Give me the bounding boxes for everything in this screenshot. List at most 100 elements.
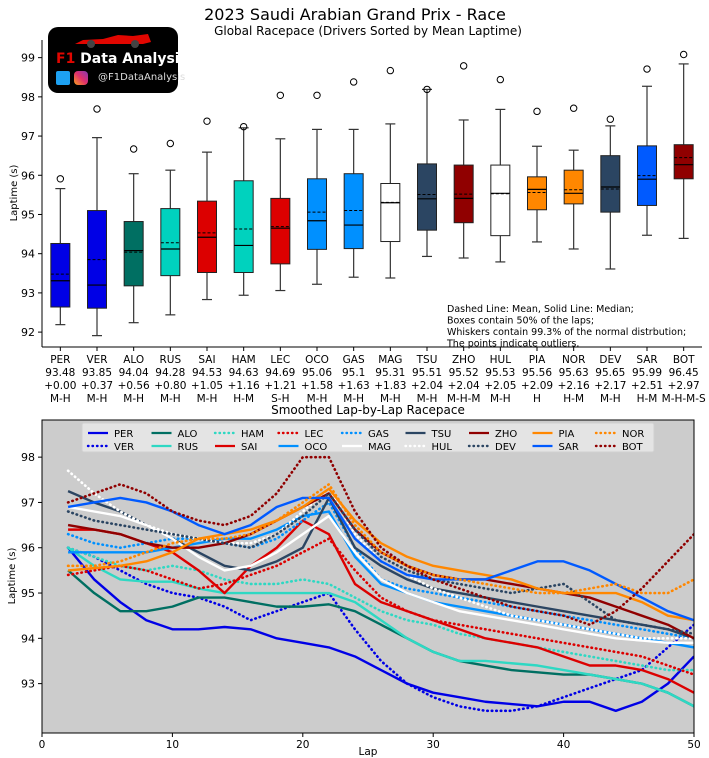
- x-tick-label-delta: +1.16: [228, 380, 260, 392]
- box-iqr: [307, 178, 327, 250]
- x-tick-label-driver: ZHO: [452, 354, 475, 366]
- legend-label-OCO: OCO: [305, 442, 328, 453]
- x-tick-label-driver: HUL: [490, 354, 512, 366]
- y-tick-label: 98: [21, 451, 35, 464]
- x-tick-label-mean: 94.04: [119, 367, 149, 379]
- x-tick-label-delta: +2.16: [558, 380, 590, 392]
- legend-label-ZHO: ZHO: [495, 429, 517, 440]
- x-tick-label-compounds: M-H: [197, 393, 218, 405]
- outlier-point: [533, 107, 541, 116]
- x-tick-label-delta: +0.00: [44, 380, 76, 392]
- y-tick-label: 99: [21, 52, 35, 65]
- x-tick-label-delta: +0.37: [81, 380, 113, 392]
- x-tick-label-driver: HAM: [232, 354, 256, 366]
- outlier-point: [129, 145, 138, 153]
- box-iqr: [270, 197, 291, 265]
- x-tick-label-compounds: M-H: [343, 393, 364, 405]
- y-tick-label: 93: [21, 287, 35, 300]
- legend-label-TSU: TSU: [431, 429, 452, 440]
- x-tick-label-delta: +2.04: [411, 380, 443, 392]
- outlier-point: [423, 85, 431, 94]
- x-tick-label-compounds: H-M: [563, 393, 584, 405]
- x-tick-label-driver: OCO: [305, 354, 329, 366]
- x-tick-label-compounds: M-H-M: [447, 393, 481, 405]
- outlier-point: [93, 105, 101, 113]
- x-tick-label-mean: 94.63: [229, 367, 259, 379]
- annotation-text: Boxes contain 50% of the laps;: [447, 316, 594, 327]
- series-line-DEV: [66, 492, 694, 636]
- series-line-PER: [67, 546, 694, 713]
- outlier-point: [386, 66, 395, 75]
- twitter-icon: [56, 71, 70, 85]
- legend-label-RUS: RUS: [178, 442, 199, 453]
- x-tick-label-compounds: M-H: [380, 393, 401, 405]
- x-tick-label-mean: 93.85: [82, 367, 112, 379]
- outlier-point: [239, 122, 248, 131]
- box-iqr: [417, 163, 437, 231]
- x-tick-label-delta: +2.97: [668, 380, 700, 392]
- line-chart-title: Smoothed Lap-by-Lap Racepace: [271, 403, 465, 417]
- outlier-point: [203, 117, 211, 125]
- x-tick-label-delta: +2.51: [631, 380, 663, 392]
- x-tick-label-compounds: H-M: [637, 393, 658, 405]
- x-tick-label-mean: 95.56: [522, 367, 552, 379]
- legend-label-HAM: HAM: [241, 429, 264, 440]
- legend-label-HUL: HUL: [432, 442, 453, 453]
- x-tick-label-delta: +2.05: [484, 380, 516, 392]
- series-line-LEC: [66, 537, 694, 676]
- x-tick-label-compounds: S-H: [271, 393, 289, 405]
- legend-label-SAR: SAR: [559, 442, 579, 453]
- x-tick-label-compounds: H: [533, 393, 541, 405]
- x-tick-label-mean: 96.45: [669, 367, 699, 379]
- x-tick-label-mean: 95.51: [412, 367, 442, 379]
- x-tick-label: 30: [427, 739, 440, 751]
- y-tick-label: 96: [21, 169, 35, 182]
- x-tick-label-driver: PER: [50, 354, 70, 366]
- legend-label-VER: VER: [114, 442, 134, 453]
- series-line-HAM: [66, 546, 694, 672]
- legend-label-SAI: SAI: [241, 442, 257, 453]
- y-tick-label: 94: [21, 248, 35, 261]
- logo-handle: @F1DataAnalysis: [98, 72, 186, 83]
- x-tick-label-delta: +0.56: [118, 380, 150, 392]
- x-tick-label-mean: 95.63: [559, 367, 589, 379]
- x-tick-label-compounds: H-M: [233, 393, 254, 405]
- outlier-point: [679, 50, 688, 59]
- x-tick-label-driver: VER: [86, 354, 107, 366]
- x-tick-label: 40: [557, 739, 570, 751]
- outlier-point: [349, 78, 358, 86]
- legend: PER VER ALO RUS HAM SAI LEC OCO GAS MAG TSU HUL ZHO D…: [81, 422, 655, 453]
- box-iqr: [233, 180, 254, 274]
- box-iqr: [160, 208, 181, 277]
- x-tick-label-compounds: M-H: [307, 393, 328, 405]
- x-tick-label-mean: 95.65: [595, 367, 625, 379]
- x-tick-label-compounds: M-H: [417, 393, 438, 405]
- x-tick-label-delta: +1.63: [338, 380, 370, 392]
- y-axis-label: Laptime (s): [7, 547, 18, 604]
- x-tick-label-driver: SAI: [198, 354, 215, 366]
- y-tick-label: 93: [21, 678, 35, 691]
- x-tick-label-mean: 94.28: [155, 367, 185, 379]
- y-tick-label: 95: [21, 208, 35, 221]
- x-tick-label-delta: +2.04: [448, 380, 480, 392]
- x-tick-label-driver: ALO: [123, 354, 144, 366]
- x-tick-label-driver: TSU: [416, 354, 438, 366]
- series-line-PIA: [67, 487, 694, 622]
- annotation-text: The points indicate outliers.: [446, 339, 579, 350]
- x-tick-label: 10: [166, 739, 179, 751]
- race-car-icon: [75, 34, 151, 48]
- series-line-MAG: [67, 505, 694, 645]
- x-tick-label-compounds: M-H: [160, 393, 181, 405]
